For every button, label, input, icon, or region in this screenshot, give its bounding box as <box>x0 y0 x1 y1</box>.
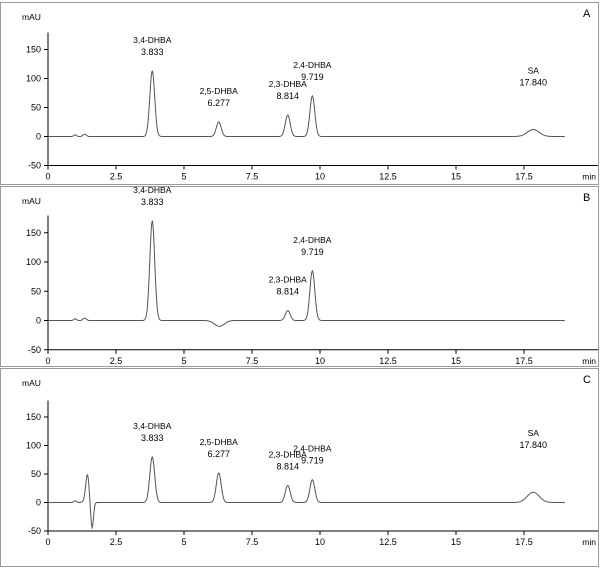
y-tick-label: 100 <box>26 74 41 84</box>
peak-label-name: 2,5-DHBA <box>200 437 239 447</box>
peak-label-rt: 6.277 <box>207 449 230 459</box>
y-tick-label: 150 <box>26 228 41 238</box>
x-tick-label: 7.5 <box>246 172 259 182</box>
peak-label-rt: 9.719 <box>301 247 324 257</box>
y-tick-label: 50 <box>31 286 41 296</box>
x-tick-label: 10 <box>315 537 325 547</box>
x-tick-label: 17.5 <box>515 172 533 182</box>
x-tick-label: 2.5 <box>110 172 123 182</box>
x-tick-label: 7.5 <box>246 537 259 547</box>
y-tick-label: -50 <box>28 161 41 171</box>
x-tick-label: 7.5 <box>246 356 259 366</box>
peak-label-rt: 3.833 <box>141 433 164 443</box>
y-tick-label: 100 <box>26 441 41 451</box>
peak-label-rt: 17.840 <box>519 440 547 450</box>
peak-label-rt: 8.814 <box>276 91 299 101</box>
x-tick-label: 10 <box>315 356 325 366</box>
x-axis-label: min <box>582 537 596 547</box>
y-axis-label: mAU <box>22 12 41 22</box>
peak-label-name: 3,4-DHBA <box>133 185 172 195</box>
peak-label-name: SA <box>528 66 540 76</box>
x-axis-label: min <box>582 356 596 366</box>
x-tick-label: 15 <box>451 356 461 366</box>
x-tick-label: 10 <box>315 172 325 182</box>
x-tick-label: 12.5 <box>379 356 397 366</box>
x-tick-label: 15 <box>451 537 461 547</box>
x-tick-label: 5 <box>181 537 186 547</box>
chromatogram-trace <box>48 70 565 137</box>
peak-label-name: 2,4-DHBA <box>293 235 332 245</box>
peak-label-name: 2,4-DHBA <box>293 60 332 70</box>
peak-label-name: 2,3-DHBA <box>269 275 308 285</box>
y-tick-label: -50 <box>28 526 41 536</box>
chromatogram-trace <box>48 456 565 530</box>
y-tick-label: 50 <box>31 469 41 479</box>
peak-label-name: 2,4-DHBA <box>293 444 332 454</box>
y-tick-label: -50 <box>28 345 41 355</box>
x-tick-label: 2.5 <box>110 537 123 547</box>
y-tick-label: 0 <box>36 498 41 508</box>
peak-label-name: 2,3-DHBA <box>269 79 308 89</box>
peak-label-name: SA <box>528 428 540 438</box>
x-axis-label: min <box>582 172 596 182</box>
y-tick-label: 100 <box>26 257 41 267</box>
y-axis-label: mAU <box>22 378 41 388</box>
x-tick-label: 5 <box>181 172 186 182</box>
x-tick-label: 17.5 <box>515 537 533 547</box>
peak-label-rt: 17.840 <box>519 78 547 88</box>
y-tick-label: 0 <box>36 316 41 326</box>
peak-label-name: 3,4-DHBA <box>133 35 172 45</box>
x-tick-label: 17.5 <box>515 356 533 366</box>
x-tick-label: 15 <box>451 172 461 182</box>
peak-label-rt: 6.277 <box>207 98 230 108</box>
x-tick-label: 2.5 <box>110 356 123 366</box>
peak-label-rt: 9.719 <box>301 456 324 466</box>
y-axis-label: mAU <box>22 196 41 206</box>
peak-label-name: 2,3-DHBA <box>269 449 308 459</box>
peak-label-name: 2,5-DHBA <box>200 86 239 96</box>
panel-label: A <box>583 8 591 20</box>
y-tick-label: 0 <box>36 132 41 142</box>
panel-frame <box>0 2 599 185</box>
panel-label: C <box>583 374 591 386</box>
x-tick-label: 5 <box>181 356 186 366</box>
panel-frame <box>0 186 599 367</box>
peak-label-rt: 9.719 <box>301 72 324 82</box>
y-tick-label: 50 <box>31 103 41 113</box>
panel-frame <box>0 368 599 567</box>
x-tick-label: 12.5 <box>379 537 397 547</box>
x-tick-label: 0 <box>45 356 50 366</box>
peak-label-name: 3,4-DHBA <box>133 421 172 431</box>
peak-label-rt: 3.833 <box>141 47 164 57</box>
peak-label-rt: 8.814 <box>276 287 299 297</box>
y-tick-label: 150 <box>26 412 41 422</box>
chromatogram-trace <box>48 220 565 327</box>
x-tick-label: 12.5 <box>379 172 397 182</box>
x-tick-label: 0 <box>45 172 50 182</box>
peak-label-rt: 8.814 <box>276 461 299 471</box>
peak-label-rt: 3.833 <box>141 197 164 207</box>
panel-label: B <box>583 192 590 204</box>
y-tick-label: 150 <box>26 45 41 55</box>
x-tick-label: 0 <box>45 537 50 547</box>
